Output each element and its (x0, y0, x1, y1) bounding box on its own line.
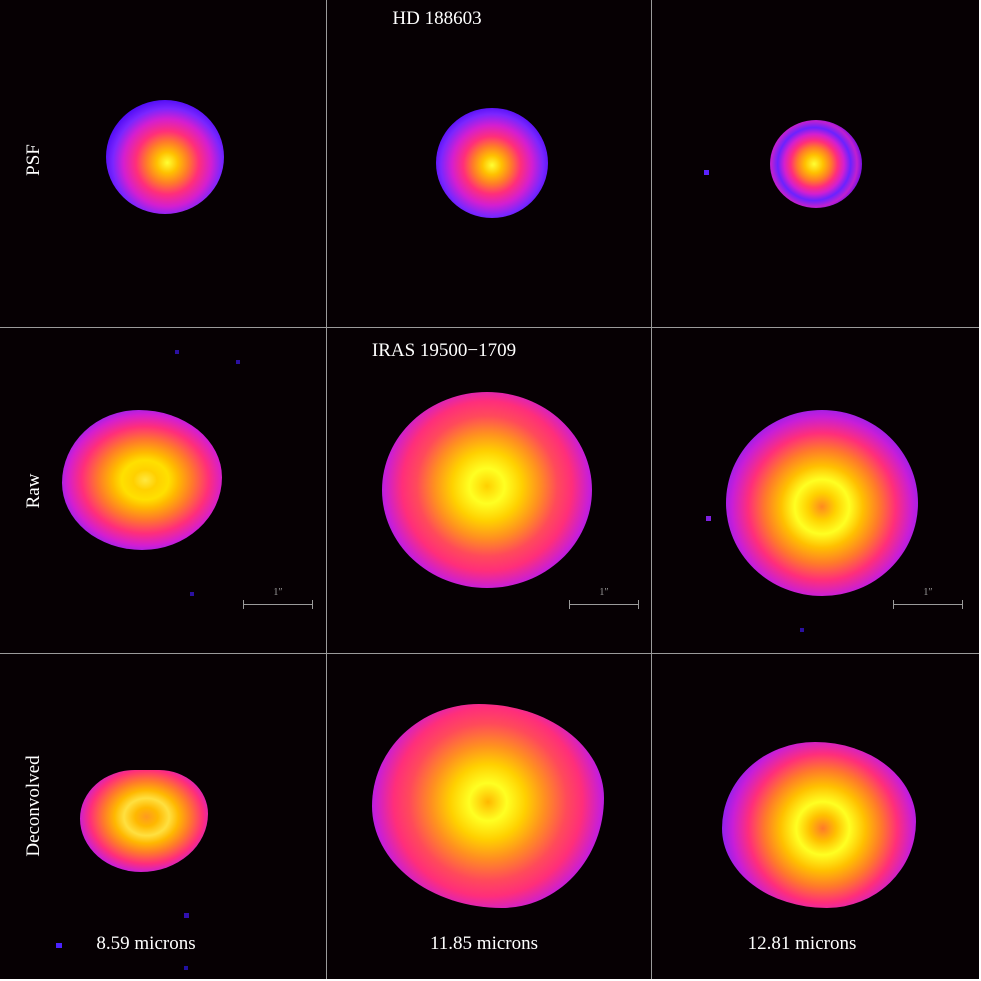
grid-divider-vertical (651, 0, 652, 979)
deconvolved-artifact-speck (56, 943, 62, 948)
wavelength-label-8-59: 8.59 microns (96, 933, 196, 954)
deconvolved-artifact-speck (184, 913, 189, 918)
scale-bar-label: 1″ (923, 587, 933, 598)
row-label-psf: PSF (23, 144, 44, 176)
deconvolved-image-8-59 (80, 770, 208, 872)
grid-divider-horizontal (0, 327, 979, 328)
wavelength-label-11-85: 11.85 microns (429, 933, 539, 954)
deconvolved-image-11-85 (372, 704, 604, 908)
scale-bar-label: 1″ (599, 587, 609, 598)
wavelength-label-12-81: 12.81 microns (747, 933, 857, 954)
row-label-deconvolved: Deconvolved (23, 755, 44, 857)
psf-image-8-59 (106, 100, 224, 214)
raw-artifact-speck (236, 360, 240, 364)
raw-artifact-speck (175, 350, 179, 354)
raw-image-11-85 (382, 392, 592, 588)
raw-image-8-59 (62, 410, 222, 550)
deconvolved-artifact-speck (184, 966, 188, 970)
row-label-raw: Raw (23, 473, 44, 509)
psf-artifact-speck (704, 170, 709, 175)
psf-image-11-85 (436, 108, 548, 218)
object-title-iras19500: IRAS 19500−1709 (371, 340, 517, 361)
object-title-hd188603: HD 188603 (392, 8, 482, 29)
raw-artifact-speck (706, 516, 711, 521)
raw-image-12-81 (726, 410, 918, 596)
raw-artifact-speck (190, 592, 194, 596)
psf-image-12-81 (770, 120, 862, 208)
deconvolved-image-12-81 (722, 742, 916, 908)
grid-divider-vertical (326, 0, 327, 979)
raw-artifact-speck (800, 628, 804, 632)
scale-bar-1-arcsec: 1″ (243, 587, 313, 610)
scale-bar-1-arcsec: 1″ (569, 587, 639, 610)
scale-bar-label: 1″ (273, 587, 283, 598)
grid-divider-horizontal (0, 653, 979, 654)
scale-bar-1-arcsec: 1″ (893, 587, 963, 610)
